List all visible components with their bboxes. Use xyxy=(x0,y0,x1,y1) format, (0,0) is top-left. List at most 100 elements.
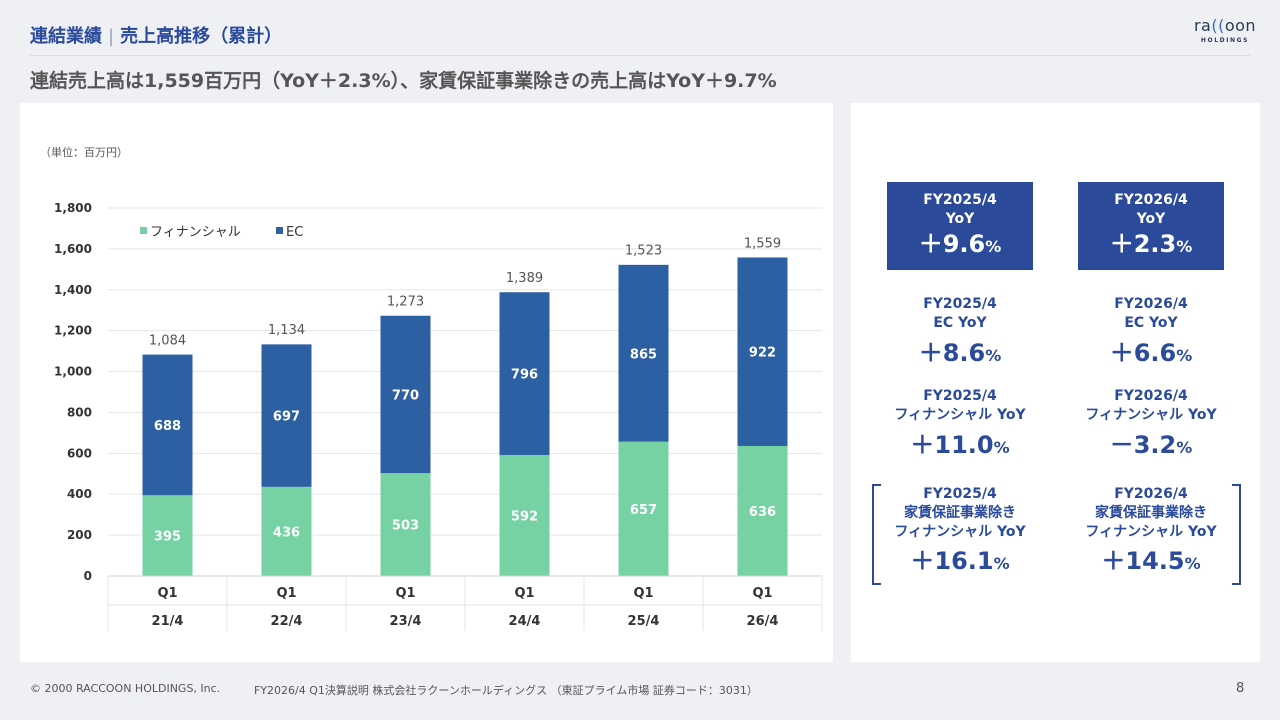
bracket-right xyxy=(1232,484,1241,585)
bar-segment xyxy=(261,344,312,487)
x-tick-label: Q1 xyxy=(157,586,177,601)
y-tick-label: 1,600 xyxy=(54,242,92,256)
kpi-label: EC YoY xyxy=(933,315,987,331)
y-tick-label: 800 xyxy=(67,405,92,419)
y-tick-label: 1,200 xyxy=(54,324,92,338)
kpi-label: 家賃保証事業除き xyxy=(1095,505,1207,521)
bar-segment xyxy=(142,354,193,496)
x-tick-label: Q1 xyxy=(752,586,772,601)
total-label: 1,084 xyxy=(149,333,186,348)
stacked-bar-chart: （単位：百万円） 0 200 400 600 800 1,000 1,200 1,400 1,6… xyxy=(40,145,823,631)
x-tick-label-period: 25/4 xyxy=(628,614,660,629)
page-section-title: 連結業績 | 売上高推移（累計） xyxy=(30,22,282,48)
kpi-label-2: フィナンシャル YoY xyxy=(1085,524,1217,540)
section-label: 連結業績 xyxy=(30,26,102,47)
kpi-period: FY2026/4 xyxy=(1114,296,1188,312)
footer-copyright: © 2000 RACCOON HOLDINGS, Inc. xyxy=(30,682,221,695)
page-title: 売上高推移（累計） xyxy=(120,26,283,47)
chart-panel: （単位：百万円） 0 200 400 600 800 1,000 1,200 1,400 1,6… xyxy=(20,103,833,662)
data-label: 636 xyxy=(749,505,776,520)
x-tick-label: Q1 xyxy=(514,586,534,601)
kpi-fy2025-financial-ex-yoy: FY2025/4 家賃保証事業除き フィナンシャル YoY ＋16.1% xyxy=(879,485,1041,579)
x-tick-label-period: 24/4 xyxy=(509,614,541,629)
kpi-period: FY2025/4 xyxy=(923,486,997,502)
y-tick-label: 1,000 xyxy=(54,365,92,379)
kpi-value: ＋2.3% xyxy=(1109,230,1193,258)
kpi-value: ＋16.1% xyxy=(910,547,1010,575)
data-label: 395 xyxy=(154,530,181,545)
page-number: 8 xyxy=(1236,681,1245,696)
logo-subtitle: HOLDINGS xyxy=(1200,37,1250,44)
data-label: 688 xyxy=(154,419,181,434)
bar-segment xyxy=(261,486,312,576)
x-tick-label: Q1 xyxy=(395,586,415,601)
data-label: 697 xyxy=(273,410,300,425)
kpi-period: FY2026/4 xyxy=(1114,192,1188,208)
bar-segment xyxy=(499,454,550,576)
kpi-fy2025-ec-yoy: FY2025/4 EC YoY ＋8.6% xyxy=(887,295,1033,371)
kpi-period: FY2025/4 xyxy=(923,192,997,208)
data-label: 865 xyxy=(630,347,657,362)
kpi-label: EC YoY xyxy=(1124,315,1178,331)
kpi-fy2025-financial-yoy: FY2025/4 フィナンシャル YoY ＋11.0% xyxy=(879,387,1041,463)
kpi-fy2026-financial-yoy: FY2026/4 フィナンシャル YoY －3.2% xyxy=(1070,387,1232,463)
kpi-label: フィナンシャル YoY xyxy=(894,407,1026,423)
bar-segment xyxy=(737,445,788,576)
bar-segment xyxy=(618,441,669,576)
total-label: 1,523 xyxy=(625,244,662,259)
data-label: 503 xyxy=(392,519,419,534)
y-tick-label: 200 xyxy=(67,528,92,542)
bar-segment xyxy=(380,315,431,474)
legend-label: EC xyxy=(286,225,303,240)
x-tick-label: Q1 xyxy=(633,586,653,601)
headline: 連結売上高は1,559百万円（YoY＋2.3%）、家賃保証事業除きの売上高はYo… xyxy=(30,70,777,92)
kpi-fy2026-financial-ex-yoy: FY2026/4 家賃保証事業除き フィナンシャル YoY ＋14.5% xyxy=(1070,485,1232,579)
kpi-label: フィナンシャル YoY xyxy=(1085,407,1217,423)
total-label: 1,389 xyxy=(506,271,543,286)
kpi-value: ＋14.5% xyxy=(1101,547,1201,575)
kpi-label: YoY xyxy=(1136,211,1166,227)
bracket-left xyxy=(872,484,881,585)
legend-swatch xyxy=(140,227,147,234)
kpi-value: －3.2% xyxy=(1109,431,1193,459)
bar-segment xyxy=(380,473,431,576)
kpi-label: 家賃保証事業除き xyxy=(904,505,1016,521)
kpi-period: FY2025/4 xyxy=(923,388,997,404)
kpi-period: FY2025/4 xyxy=(923,296,997,312)
bar-segment xyxy=(737,257,788,446)
data-label: 796 xyxy=(511,368,538,383)
kpi-fy2026-ec-yoy: FY2026/4 EC YoY ＋6.6% xyxy=(1078,295,1224,371)
header-divider xyxy=(30,55,1250,56)
data-label: 436 xyxy=(273,525,300,540)
kpi-period: FY2026/4 xyxy=(1114,388,1188,404)
y-tick-label: 600 xyxy=(67,446,92,460)
data-label: 922 xyxy=(749,346,776,361)
kpi-value: ＋11.0% xyxy=(910,431,1010,459)
bar-segment xyxy=(142,495,193,576)
kpi-panel: FY2025/4 YoY ＋9.6% FY2026/4 YoY ＋2.3% FY… xyxy=(851,103,1260,662)
x-tick-label-period: 22/4 xyxy=(271,614,303,629)
x-tick-label-period: 26/4 xyxy=(747,614,779,629)
bar-segment xyxy=(499,292,550,455)
total-label: 1,559 xyxy=(744,236,781,251)
kpi-value: ＋8.6% xyxy=(918,339,1002,367)
y-tick-label: 0 xyxy=(84,569,92,583)
logo-wordmark: ra((oon xyxy=(1193,16,1257,35)
x-tick-label: Q1 xyxy=(276,586,296,601)
company-logo: ra((oon HOLDINGS xyxy=(1190,16,1260,44)
total-label: 1,273 xyxy=(387,295,424,310)
kpi-label-2: フィナンシャル YoY xyxy=(894,524,1026,540)
data-label: 657 xyxy=(630,503,657,518)
legend-swatch xyxy=(276,227,283,234)
footer-document-info: FY2026/4 Q1決算説明 株式会社ラクーンホールディングス （東証プライム… xyxy=(254,684,758,697)
kpi-fy2025-yoy: FY2025/4 YoY ＋9.6% xyxy=(887,182,1033,270)
kpi-value: ＋6.6% xyxy=(1109,339,1193,367)
data-label: 770 xyxy=(392,388,419,403)
kpi-period: FY2026/4 xyxy=(1114,486,1188,502)
kpi-value: ＋9.6% xyxy=(918,230,1002,258)
y-tick-label: 1,400 xyxy=(54,283,92,297)
total-label: 1,134 xyxy=(268,323,305,338)
y-tick-label: 1,800 xyxy=(54,201,92,215)
x-tick-label-period: 21/4 xyxy=(152,614,184,629)
title-separator: | xyxy=(108,26,115,47)
